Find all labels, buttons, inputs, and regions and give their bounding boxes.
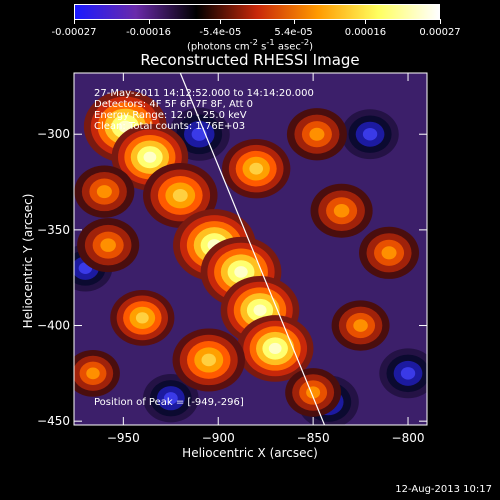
detectors-label: Detectors: 4F 5F 6F 7F 8F, Att 0: [94, 99, 254, 110]
colorbar-tick-label: 0.00027: [419, 27, 461, 38]
emission-blob: [86, 367, 100, 380]
colorbar-tick-mark: [220, 19, 222, 24]
emission-blob: [201, 353, 216, 367]
emission-blob: [143, 151, 157, 163]
colorbar-tick-mark: [74, 19, 75, 24]
emission-blob: [100, 238, 116, 252]
emission-blob: [353, 319, 368, 332]
x-axis-label: Heliocentric X (arcsec): [182, 446, 318, 460]
colorbar-tickmarks: [74, 19, 441, 25]
y-tick-label: −350: [37, 223, 70, 237]
x-tick-label: −850: [297, 431, 330, 445]
colorbar: [74, 4, 440, 20]
colorbar-tick-label: 0.00016: [344, 27, 387, 38]
emission-blob: [381, 246, 397, 260]
y-tick-label: −400: [37, 319, 70, 333]
emission-blob: [268, 342, 282, 355]
x-tick-label: −800: [392, 431, 425, 445]
negative-emission-blob: [191, 127, 207, 141]
emission-blob: [96, 185, 112, 199]
energy-range-label: Energy Range: 12.0 - 25.0 keV: [94, 110, 247, 121]
emission-blob: [234, 266, 248, 278]
plot-title: Reconstructed RHESSI Image: [140, 51, 360, 69]
emission-blob: [333, 203, 350, 218]
time-range-label: 27-May-2011 14:12:52.000 to 14:14:20.000: [94, 88, 314, 99]
y-tick-label: −300: [37, 127, 70, 141]
x-tick-label: −900: [202, 431, 235, 445]
colorbar-tick-label: 5.4e-05: [274, 27, 313, 38]
emission-blob: [249, 162, 264, 175]
emission-blob: [172, 188, 188, 202]
clean-counts-label: Clean: Total counts: 1.76E+03: [94, 121, 246, 132]
colorbar-tick-label: -0.00027: [51, 27, 97, 38]
colorbar-tick-mark: [440, 19, 441, 24]
peak-position-label: Position of Peak = [-949,-296]: [94, 397, 244, 408]
negative-emission-blob: [163, 392, 178, 405]
negative-emission-blob: [362, 127, 378, 141]
colorbar-tick-labels: -0.00027 -0.00016 -5.4e-05 5.4e-05 0.00016 0.…: [52, 27, 461, 39]
timestamp-footer: 12-Aug-2013 10:17: [395, 484, 492, 495]
emission-blob: [309, 127, 325, 141]
negative-emission-blob: [400, 367, 416, 380]
colorbar-tick-mark: [148, 19, 150, 24]
y-tick-label: −450: [37, 414, 70, 428]
colorbar-tick-mark: [365, 19, 367, 24]
colorbar-tick-mark: [293, 19, 295, 24]
colorbar-gradient: [75, 5, 439, 19]
emission-blob: [253, 304, 267, 316]
solar-limb-line: [179, 73, 326, 425]
colorbar-tick-label: -0.00016: [126, 27, 172, 38]
colorbar-unit-label: (photons cm-2 s-1 asec-2): [186, 37, 314, 53]
emission-blob: [135, 312, 149, 324]
x-tick-label: −950: [107, 431, 140, 445]
colorbar-tick-label: -5.4e-05: [199, 27, 242, 38]
y-axis-label: Heliocentric Y (arcsec): [21, 193, 35, 329]
